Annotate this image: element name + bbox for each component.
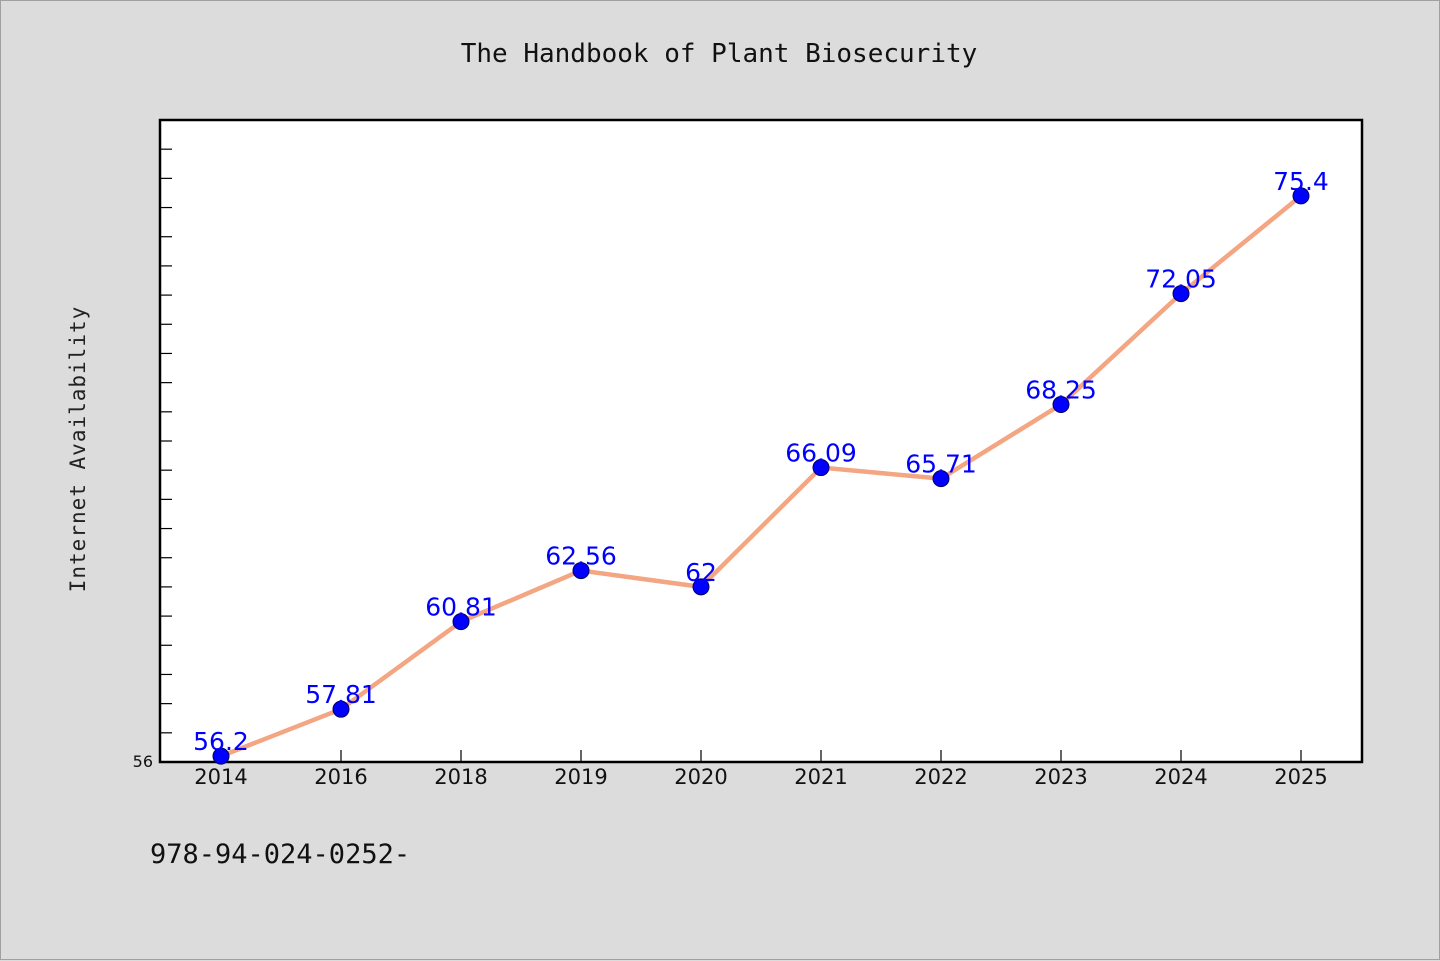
data-point bbox=[1052, 396, 1070, 414]
series-group bbox=[218, 193, 1304, 759]
x-tick-label: 2018 bbox=[434, 765, 487, 789]
data-point bbox=[932, 470, 950, 488]
data-point bbox=[1172, 285, 1190, 303]
data-label: 60.81 bbox=[425, 593, 497, 622]
data-points bbox=[212, 187, 1310, 765]
data-point bbox=[452, 613, 470, 631]
plot-area bbox=[158, 118, 1364, 764]
data-label: 65.71 bbox=[905, 450, 977, 479]
x-tick-label: 2019 bbox=[554, 765, 607, 789]
data-point bbox=[1292, 187, 1310, 205]
data-point bbox=[332, 700, 350, 718]
x-tick-label: 2023 bbox=[1034, 765, 1087, 789]
data-point bbox=[572, 562, 590, 580]
series-line bbox=[218, 193, 1304, 759]
isbn-footer-text: 978-94-024-0252- bbox=[150, 839, 410, 870]
data-label: 68.25 bbox=[1025, 376, 1097, 405]
data-label: 62 bbox=[685, 558, 717, 587]
x-tick-label: 2025 bbox=[1274, 765, 1327, 789]
data-point bbox=[212, 747, 230, 765]
chart-title: The Handbook of Plant Biosecurity bbox=[461, 39, 978, 69]
x-tick-label: 2022 bbox=[914, 765, 967, 789]
y-axis-label: Internet Availability bbox=[66, 306, 90, 593]
data-point bbox=[692, 578, 710, 596]
x-tick-label: 2021 bbox=[794, 765, 847, 789]
data-labels: 56.2 57.81 60.81 62.56 62 66.09 65.71 68.25 72.0… bbox=[193, 167, 1329, 756]
x-tick-label: 2014 bbox=[194, 765, 247, 789]
data-label: 56.2 bbox=[193, 727, 249, 756]
y-tick-label: 56 bbox=[133, 752, 153, 771]
x-tick-label: 2016 bbox=[314, 765, 367, 789]
data-label: 66.09 bbox=[785, 439, 857, 468]
x-tick-label: 2024 bbox=[1154, 765, 1207, 789]
data-point bbox=[812, 459, 830, 477]
data-label: 62.56 bbox=[545, 542, 617, 571]
data-label: 57.81 bbox=[305, 680, 377, 709]
x-tick-label: 2020 bbox=[674, 765, 727, 789]
data-label: 72.05 bbox=[1145, 265, 1217, 294]
data-label: 75.4 bbox=[1273, 167, 1329, 196]
y-axis-ticks: 56 bbox=[133, 148, 172, 771]
